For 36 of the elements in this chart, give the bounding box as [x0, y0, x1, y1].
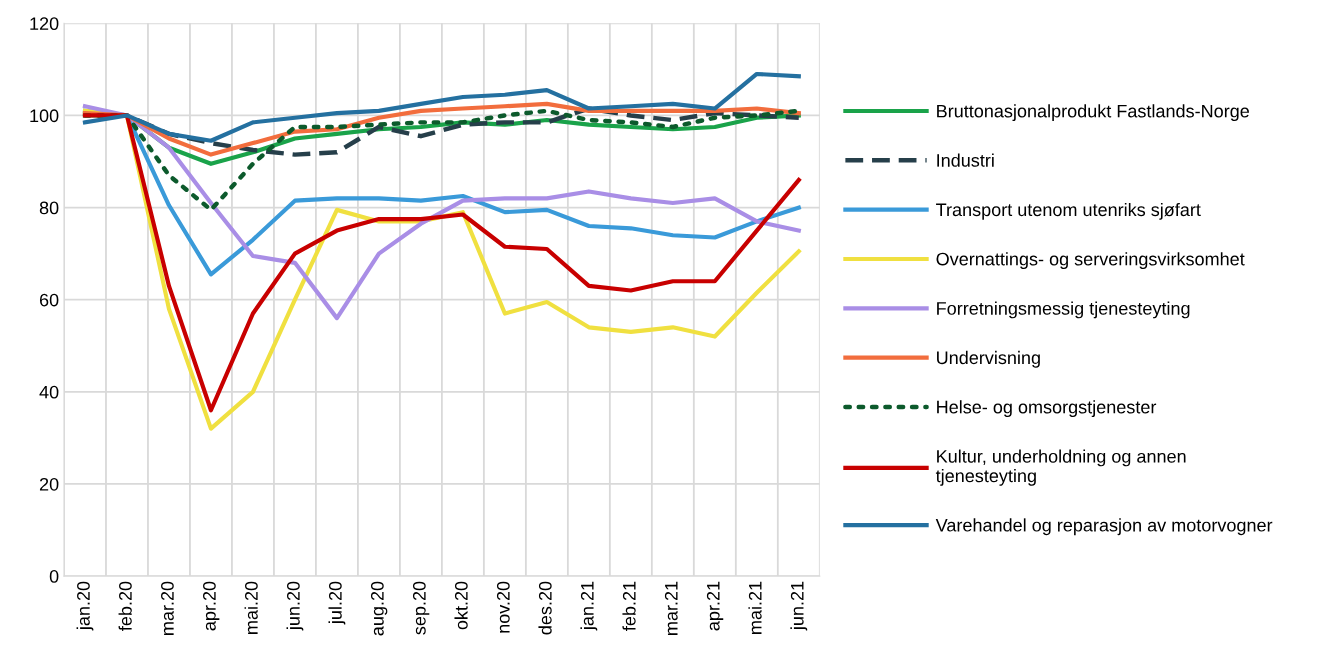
x-tick-label: feb.21 — [622, 581, 636, 631]
legend-label: Helse- og omsorgstjenester — [937, 400, 1157, 418]
x-tick-label: jun.21 — [790, 581, 808, 631]
x-tick-label: jul.20 — [328, 581, 346, 625]
y-tick-label: 80 — [39, 201, 59, 215]
y-tick-label: 0 — [49, 570, 59, 583]
x-tick-label: mai.20 — [244, 581, 258, 634]
line-series — [82, 104, 801, 321]
legend-label: Overnattings- og serveringsvirksomhet — [936, 252, 1245, 270]
legend-label: Kultur, underholdning og annen tjenesteyting — [935, 449, 1186, 486]
y-tick-label: 100 — [30, 109, 59, 123]
y-tick-label: 20 — [39, 477, 59, 491]
legend-label: Bruttonasjonalprodukt Fastlands-Norge — [937, 104, 1249, 122]
x-tick-label: nov.20 — [496, 581, 510, 633]
x-tick-label: mar.21 — [664, 581, 678, 635]
x-tick-label: jun.20 — [286, 581, 304, 631]
x-tick-label: mai.21 — [748, 581, 762, 634]
x-tick-label: apr.20 — [203, 581, 220, 631]
x-tick-label: jan.20 — [76, 581, 94, 631]
x-tick-label: apr.21 — [706, 581, 724, 631]
legend-label: Transport utenom utenriks sjøfart — [936, 202, 1201, 220]
x-tick-label: des.20 — [538, 581, 552, 635]
x-tick-label: mar.20 — [161, 581, 174, 635]
x-tick-label: okt.20 — [454, 581, 468, 630]
legend-label: Forretningsmessig tjenesteyting — [937, 301, 1190, 319]
legend-label: Industri — [937, 153, 994, 167]
y-tick-label: 60 — [39, 293, 59, 307]
x-tick-label: sep.20 — [412, 581, 430, 635]
y-tick-label: 120 — [30, 17, 59, 31]
line-series — [82, 71, 801, 143]
x-tick-label: aug.20 — [370, 581, 388, 636]
x-tick-label: jan.21 — [580, 581, 598, 631]
legend-label: Varehandel og reparasjon av motorvogner — [935, 518, 1273, 536]
legend-label: Undervisning — [937, 350, 1040, 368]
y-tick-label: 40 — [39, 385, 59, 399]
x-tick-label: feb.20 — [118, 581, 132, 631]
